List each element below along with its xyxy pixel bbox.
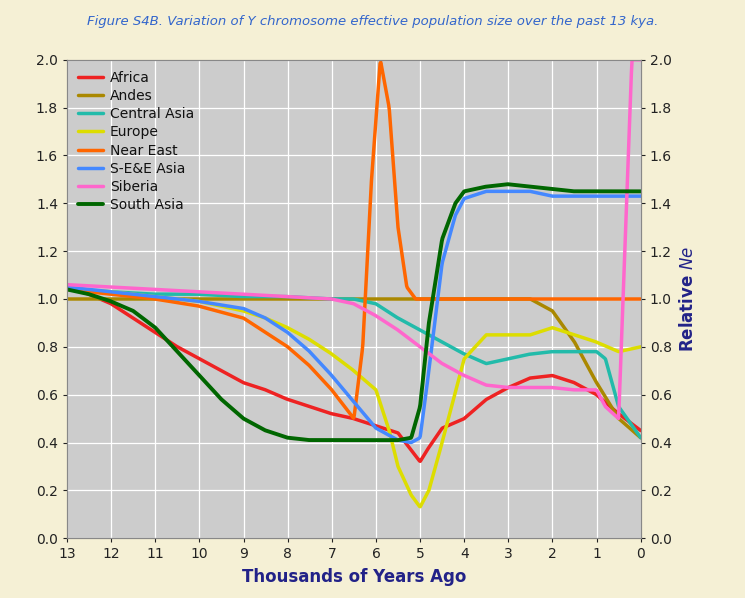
Text: Figure S4B. Variation of Y chromosome effective population size over the past 13: Figure S4B. Variation of Y chromosome ef… xyxy=(87,15,658,28)
S-E&E Asia xyxy=(636,193,645,200)
Africa xyxy=(416,457,425,465)
Siberia xyxy=(63,281,72,288)
Near East xyxy=(270,334,279,341)
Europe xyxy=(416,503,425,510)
Line: Near East: Near East xyxy=(67,62,641,418)
Near East xyxy=(636,295,645,303)
Near East xyxy=(63,286,72,293)
Africa xyxy=(142,323,150,330)
South Asia xyxy=(302,436,311,443)
Africa xyxy=(302,402,311,409)
S-E&E Asia xyxy=(141,292,150,299)
Line: South Asia: South Asia xyxy=(67,184,641,440)
Line: Andes: Andes xyxy=(67,299,641,438)
South Asia xyxy=(63,286,72,293)
S-E&E Asia xyxy=(287,332,296,339)
Andes xyxy=(302,295,311,303)
Siberia xyxy=(288,293,297,300)
South Asia xyxy=(504,181,513,188)
Y-axis label: Relative $\it{Ne}$: Relative $\it{Ne}$ xyxy=(679,246,697,352)
Europe xyxy=(270,318,279,325)
Europe xyxy=(636,343,645,350)
Europe xyxy=(302,334,311,341)
Near East xyxy=(200,304,209,311)
Andes xyxy=(601,393,610,401)
S-E&E Asia xyxy=(601,193,610,200)
Andes xyxy=(63,295,72,303)
Central Asia xyxy=(201,291,210,298)
Siberia xyxy=(600,402,609,409)
South Asia xyxy=(270,429,279,437)
X-axis label: Thousands of Years Ago: Thousands of Years Ago xyxy=(241,568,466,586)
Africa xyxy=(288,397,297,404)
Europe xyxy=(200,299,209,306)
Central Asia xyxy=(601,356,610,363)
S-E&E Asia xyxy=(270,320,279,327)
Line: Africa: Africa xyxy=(67,287,641,461)
Europe xyxy=(63,286,72,293)
Legend: Africa, Andes, Central Asia, Europe, Near East, S-E&E Asia, Siberia, South Asia: Africa, Andes, Central Asia, Europe, Nea… xyxy=(74,67,198,216)
Central Asia xyxy=(303,294,312,301)
Andes xyxy=(636,434,645,441)
Near East xyxy=(287,346,296,353)
Africa xyxy=(601,399,610,406)
Line: Europe: Europe xyxy=(67,289,641,507)
Siberia xyxy=(614,415,623,422)
South Asia xyxy=(141,316,150,324)
Andes xyxy=(200,295,209,303)
Near East xyxy=(376,59,385,66)
S-E&E Asia xyxy=(63,283,72,291)
South Asia xyxy=(200,377,209,385)
South Asia xyxy=(601,188,610,195)
Near East xyxy=(302,359,311,367)
Europe xyxy=(601,342,610,349)
Andes xyxy=(142,295,150,303)
Siberia xyxy=(270,292,279,300)
Siberia xyxy=(302,294,311,301)
Siberia xyxy=(142,285,150,292)
S-E&E Asia xyxy=(200,298,209,306)
Central Asia xyxy=(636,434,645,441)
Line: S-E&E Asia: S-E&E Asia xyxy=(67,191,641,443)
Siberia xyxy=(636,56,645,63)
Africa xyxy=(200,358,209,365)
Andes xyxy=(270,295,279,303)
Europe xyxy=(288,327,297,334)
South Asia xyxy=(636,188,645,195)
Near East xyxy=(601,295,610,303)
Central Asia xyxy=(142,290,151,297)
South Asia xyxy=(287,435,296,442)
Near East xyxy=(349,414,358,422)
Siberia xyxy=(200,288,209,295)
Europe xyxy=(142,292,150,299)
Near East xyxy=(141,294,150,301)
S-E&E Asia xyxy=(302,345,311,352)
Line: Central Asia: Central Asia xyxy=(67,289,641,438)
South Asia xyxy=(393,437,402,444)
Andes xyxy=(526,295,535,303)
S-E&E Asia xyxy=(526,188,535,195)
Central Asia xyxy=(270,293,279,300)
Central Asia xyxy=(288,293,297,300)
S-E&E Asia xyxy=(407,439,416,446)
Africa xyxy=(63,283,72,291)
Line: Siberia: Siberia xyxy=(67,60,641,419)
Africa xyxy=(270,390,279,397)
Central Asia xyxy=(63,286,72,293)
Andes xyxy=(288,295,297,303)
Africa xyxy=(636,427,645,434)
